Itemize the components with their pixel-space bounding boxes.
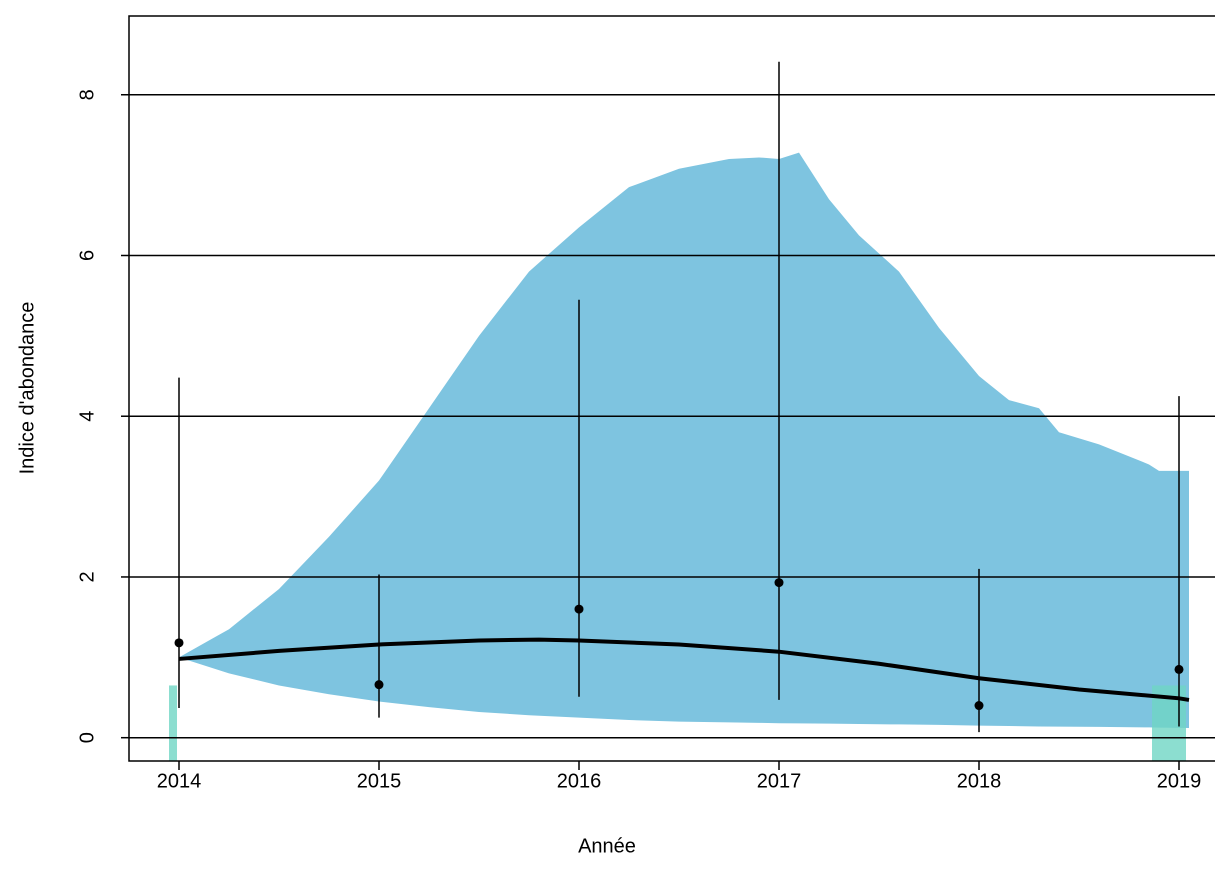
point bbox=[774, 578, 784, 588]
point bbox=[174, 638, 184, 648]
x-tick-label: 2014 bbox=[157, 770, 202, 792]
trend-line bbox=[178, 637, 1190, 702]
plot-area bbox=[129, 61, 1215, 761]
y-tick-label: 0 bbox=[76, 732, 98, 743]
y-tick-label: 6 bbox=[76, 250, 98, 261]
x-tick-label: 2017 bbox=[757, 770, 802, 792]
point bbox=[574, 604, 584, 614]
x-tick-label: 2019 bbox=[1157, 770, 1202, 792]
x-axis-title: Année bbox=[578, 835, 636, 857]
y-axis-title: Indice d'abondance bbox=[16, 302, 38, 475]
y-tick-label: 4 bbox=[76, 411, 98, 422]
x-tick-label: 2015 bbox=[357, 770, 402, 792]
y-tick-label: 2 bbox=[76, 571, 98, 582]
y-tick-label: 8 bbox=[76, 89, 98, 100]
point bbox=[374, 680, 384, 690]
plot-frame bbox=[128, 15, 1215, 762]
confidence-band bbox=[179, 152, 1189, 729]
x-tick-label: 2016 bbox=[557, 770, 602, 792]
point bbox=[1174, 664, 1184, 674]
x-tick-label: 2018 bbox=[957, 770, 1002, 792]
point bbox=[974, 701, 984, 711]
rug-bar bbox=[169, 685, 177, 761]
